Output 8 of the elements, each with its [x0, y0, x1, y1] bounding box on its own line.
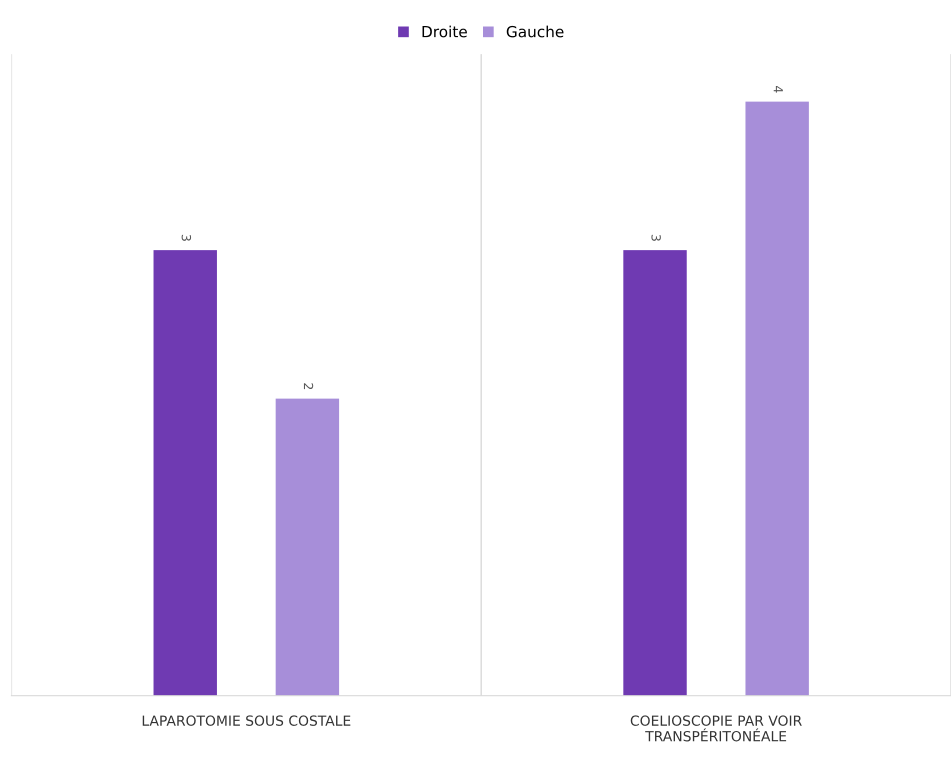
data-label: 2: [304, 383, 314, 390]
legend-label: Droite: [422, 26, 467, 38]
x-tick-label: LAPAROTOMIE SOUS COSTALE: [142, 715, 350, 726]
data-label: 4: [774, 86, 783, 93]
data-label: 3: [182, 234, 192, 241]
legend-label: Gauche: [506, 26, 564, 38]
data-label: 3: [651, 234, 661, 241]
x-tick-label: COELIOSCOPIE PAR VOIR TRANSPÉRITONÉALE: [630, 715, 802, 742]
